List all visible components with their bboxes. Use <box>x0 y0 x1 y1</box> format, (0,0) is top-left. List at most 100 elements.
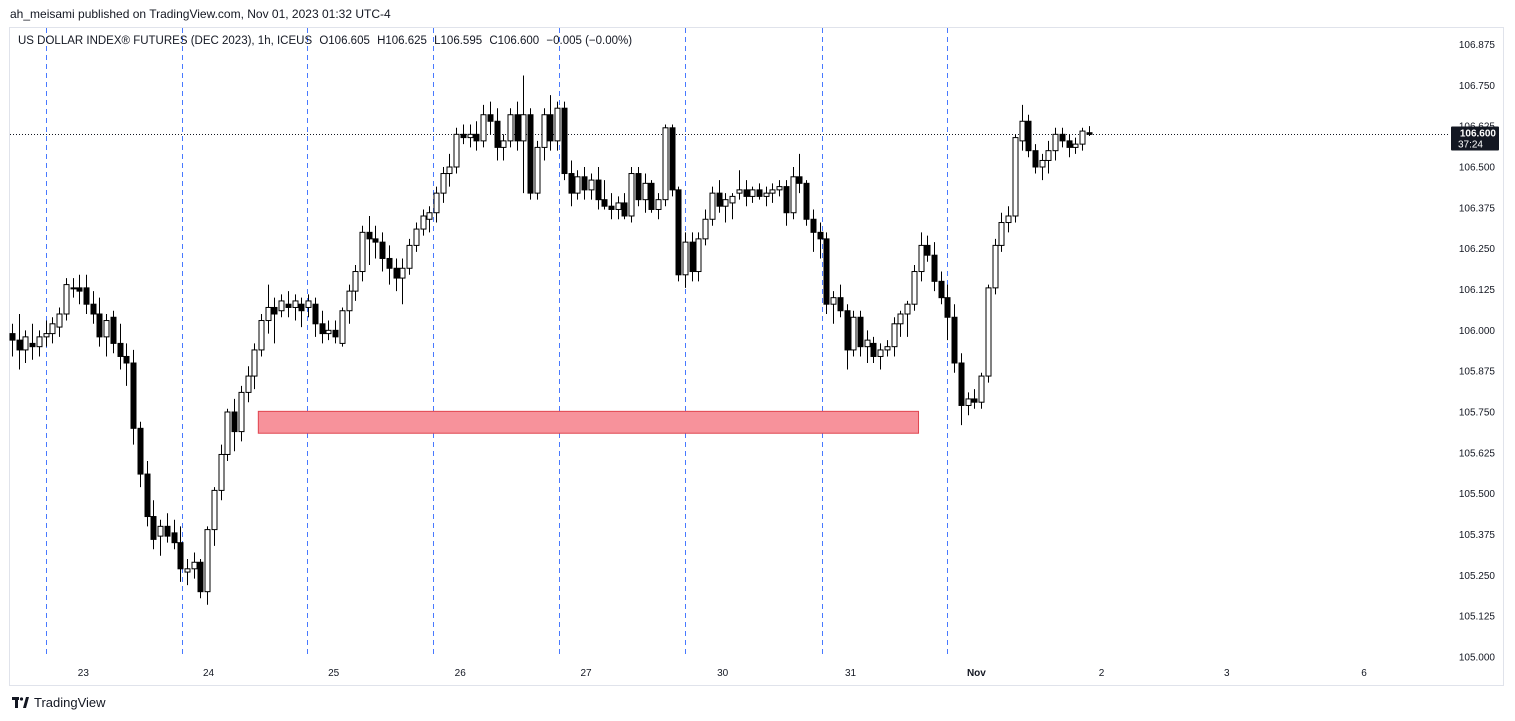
candle-41 <box>285 291 292 318</box>
candle-106 <box>722 193 729 223</box>
candle-body-down <box>924 244 931 256</box>
candle-95 <box>648 180 655 213</box>
candle-body-down <box>938 280 945 299</box>
candle-body-down <box>648 182 655 210</box>
price-tick-label: 105.125 <box>1459 612 1496 623</box>
candle-149 <box>1012 134 1019 223</box>
candle-body-down <box>372 238 379 243</box>
candle-89 <box>608 193 615 220</box>
candle-body-up <box>541 114 548 148</box>
candle-body-up <box>399 267 406 279</box>
candle-22 <box>157 519 164 556</box>
candle-body-down <box>635 173 642 201</box>
legend-change: −0.005 (−0.00%) <box>546 35 633 47</box>
candle-body-up <box>722 199 729 207</box>
candle-54 <box>372 225 379 259</box>
candle-body-up <box>884 346 891 351</box>
time-tick-label: 25 <box>328 668 340 679</box>
candle-45 <box>312 297 319 337</box>
candle-48 <box>332 320 339 344</box>
candle-160 <box>1086 126 1093 136</box>
candle-50 <box>346 284 353 324</box>
candle-12 <box>90 291 97 324</box>
candle-9 <box>70 278 77 298</box>
candle-30 <box>211 487 218 546</box>
candle-111 <box>756 183 763 200</box>
price-tick-label: 106.500 <box>1459 163 1496 174</box>
time-tick-label: 30 <box>717 668 729 679</box>
candle-151 <box>1025 114 1032 158</box>
time-axis[interactable]: 23 24 25 26 27 30 31 Nov 2 3 6 <box>78 668 1368 679</box>
candle-47 <box>325 320 332 341</box>
candle-body-up <box>426 212 433 220</box>
candle-body-up <box>534 146 541 194</box>
candle-109 <box>743 180 750 207</box>
candle-66 <box>453 127 460 174</box>
legend-symbol[interactable]: US DOLLAR INDEX® FUTURES (DEC 2023), 1h,… <box>18 35 313 47</box>
candle-150 <box>1019 104 1026 151</box>
candle-body-up <box>904 303 911 315</box>
demand-zone-layer <box>257 410 920 434</box>
candle-body-up <box>36 336 43 348</box>
candle-61 <box>420 209 427 236</box>
candle-17 <box>123 343 130 386</box>
candle-body-up <box>63 284 70 315</box>
candle-142 <box>965 392 972 416</box>
candle-body-up <box>467 133 474 139</box>
candle-128 <box>870 336 877 363</box>
candle-143 <box>971 389 978 409</box>
candle-56 <box>386 245 393 285</box>
candle-body-down <box>130 362 137 429</box>
candle-body-up <box>1012 137 1019 217</box>
candle-119 <box>810 209 817 252</box>
candle-body-up <box>43 333 50 338</box>
candle-74 <box>507 108 514 148</box>
candle-body-down <box>547 114 554 142</box>
candle-87 <box>595 167 602 210</box>
time-tick-label: 27 <box>581 668 593 679</box>
price-chart[interactable]: 106.875106.750106.625106.500106.375106.2… <box>0 0 1515 700</box>
candle-body-down <box>366 231 373 240</box>
candle-25 <box>177 526 184 582</box>
candle-body-up <box>918 244 925 273</box>
candle-body-up <box>238 391 245 433</box>
candle-body-up <box>992 244 999 289</box>
candle-59 <box>406 238 413 275</box>
candle-body-up <box>49 323 56 335</box>
candle-13 <box>96 297 103 347</box>
candle-118 <box>803 180 810 226</box>
tradingview-brand[interactable]: TradingView <box>12 695 106 710</box>
candle-92 <box>628 167 635 223</box>
candle-97 <box>662 124 669 207</box>
candle-39 <box>271 297 278 344</box>
price-tick-label: 105.750 <box>1459 408 1496 419</box>
candle-body-down <box>494 120 501 148</box>
candle-body-up <box>420 215 427 230</box>
candle-body-up <box>877 349 884 357</box>
candle-body-down <box>285 303 292 308</box>
candle-63 <box>433 186 440 223</box>
candle-80 <box>547 95 554 151</box>
candle-154 <box>1045 140 1052 174</box>
candle-155 <box>1052 127 1059 161</box>
candle-body-up <box>191 561 198 570</box>
candle-body-up <box>453 133 460 168</box>
candle-141 <box>958 353 965 426</box>
candle-body-up <box>769 189 776 194</box>
candle-body-up <box>709 192 716 220</box>
candle-88 <box>601 180 608 210</box>
candle-body-down <box>756 189 763 197</box>
legend-low: L106.595 <box>434 35 483 47</box>
candle-body-down <box>117 342 124 357</box>
candle-135 <box>918 232 925 282</box>
candle-body-up <box>776 186 783 191</box>
candle-body-up <box>655 199 662 210</box>
candle-32 <box>224 408 231 461</box>
candle-body-up <box>22 336 29 351</box>
candle-body-down <box>823 238 830 305</box>
symbol-legend: US DOLLAR INDEX® FUTURES (DEC 2023), 1h,… <box>18 35 636 47</box>
price-axis[interactable]: 106.875106.750106.625106.500106.375106.2… <box>1459 40 1496 664</box>
candle-body-down <box>1032 150 1039 168</box>
candle-body-down <box>803 182 810 220</box>
candle-60 <box>413 222 420 252</box>
